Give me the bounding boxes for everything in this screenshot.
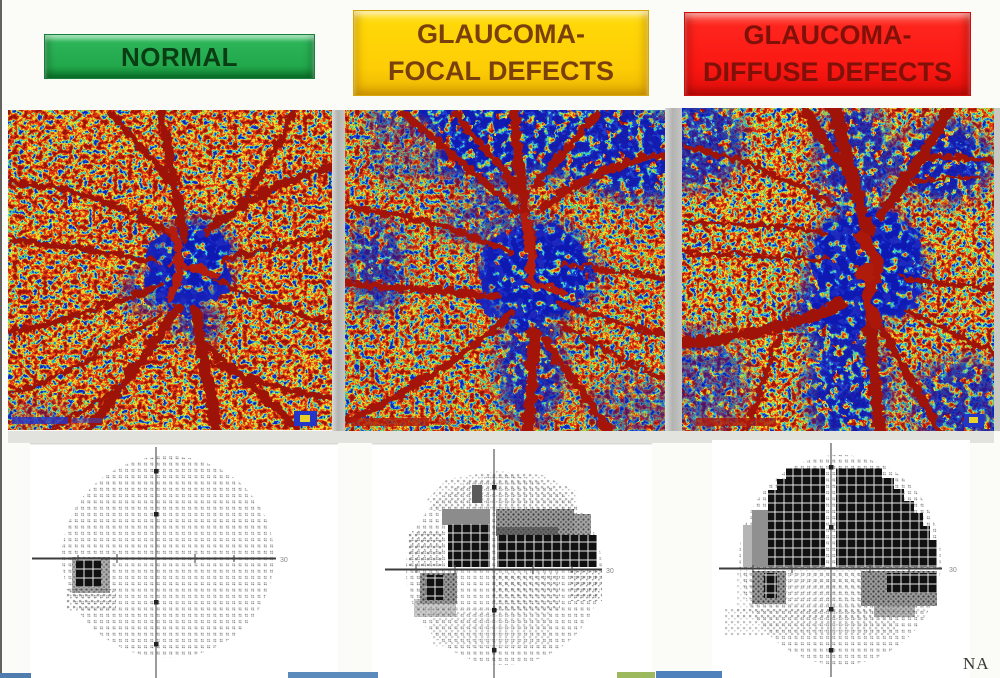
svg-text:30: 30 xyxy=(606,568,614,575)
svg-text:30: 30 xyxy=(280,557,288,564)
svg-text:30: 30 xyxy=(949,567,957,574)
